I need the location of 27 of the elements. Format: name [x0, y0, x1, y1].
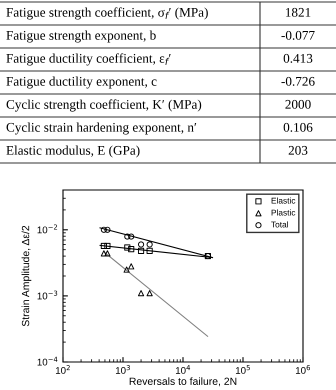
text: Fatigue strength coefficient, σ$_{f}$′ (MPa) [6, 7, 208, 20]
y-axis-title: Strain Amplitude, Δε/2 [22, 226, 32, 326]
text: -0.077 [281, 30, 315, 40]
x-tick-label: 10$^{2}$ [56, 365, 70, 374]
text: 203 [288, 146, 308, 155]
y-tick-label: 10$^{−4}$ [38, 356, 58, 366]
text: -0.726 [281, 76, 315, 86]
text: Cyclic strength coefficient, K′ (MPa) [6, 99, 202, 112]
x-tick-label: 10$^{6}$ [296, 365, 310, 374]
text: 2000 [285, 100, 311, 109]
text: 0.106 [284, 122, 312, 132]
y-tick-label: 10$^{−3}$ [38, 290, 58, 300]
text: 0.413 [284, 54, 312, 63]
legend-label: Elastic [272, 198, 296, 204]
text: Fatigue strength exponent, b [6, 30, 156, 42]
y-tick-label: 10$^{−2}$ [38, 224, 58, 234]
x-tick-label: 10$^{4}$ [176, 365, 190, 374]
legend-label: Plastic [272, 209, 296, 216]
text: Elastic modulus, E (GPa) [6, 146, 140, 158]
text: Fatigue ductility exponent, c [6, 76, 157, 88]
text: Cyclic strain hardening exponent, n′ [6, 122, 196, 134]
x-axis-title: Reversals to failure, 2N [130, 377, 236, 386]
x-tick-label: 10$^{3}$ [116, 365, 130, 374]
text: Fatigue ductility coefficient, ε$_{f}$′ [6, 53, 171, 66]
legend-label: Total [271, 221, 288, 228]
x-tick-label: 10$^{5}$ [236, 365, 250, 374]
text: 1821 [286, 8, 310, 17]
